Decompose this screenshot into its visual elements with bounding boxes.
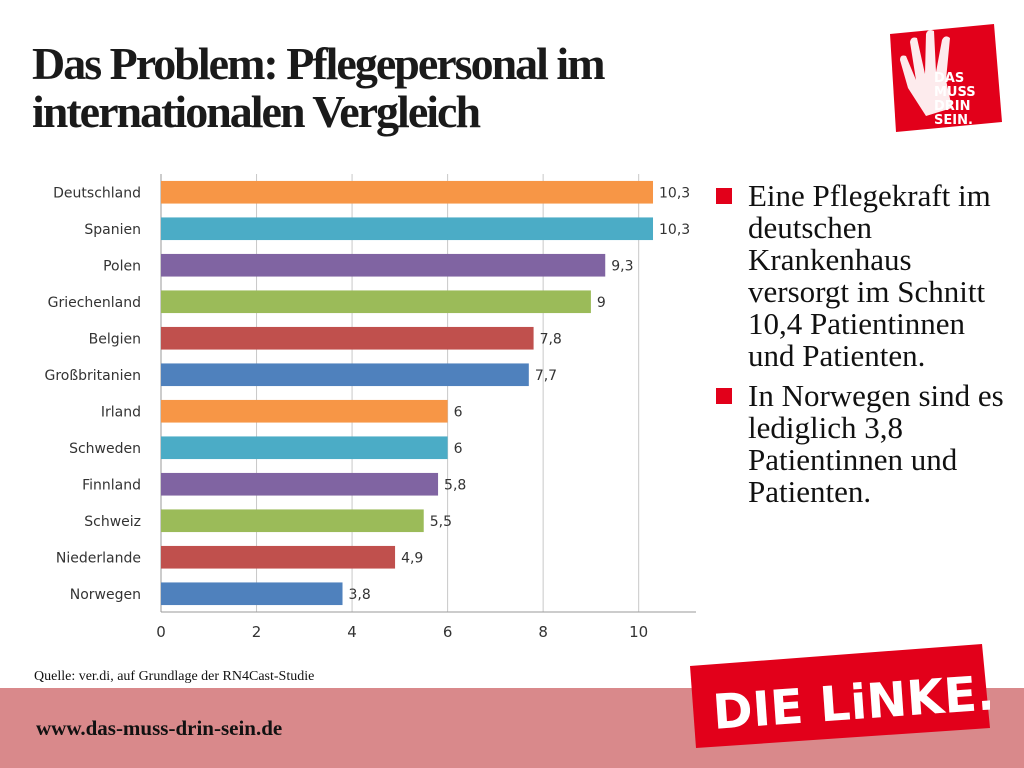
bullet-list: Eine Pflegekraft im deutschen Krankenhau…: [712, 180, 1012, 516]
x-tick-label-3: 6: [443, 623, 453, 641]
bar-chart: 0 2 4 6 8 10 Deutschland 10,3 Spanien 10,3 Polen 9,…: [28, 170, 708, 660]
value-label-4: 7,8: [540, 331, 562, 347]
bar-chart-svg: 0 2 4 6 8 10 Deutschland 10,3 Spanien 10,3 Polen 9,…: [44, 174, 696, 641]
svg-text:SEIN.: SEIN.: [934, 113, 973, 128]
value-label-10: 4,9: [401, 550, 423, 566]
bullet-square-icon: [716, 388, 732, 404]
value-label-6: 6: [454, 404, 463, 420]
category-label-3: Griechenland: [48, 295, 141, 311]
bar-5: [161, 363, 529, 387]
x-tick-label-1: 2: [252, 623, 262, 641]
category-label-5: Großbritanien: [44, 368, 141, 384]
x-tick-label-0: 0: [156, 623, 166, 641]
x-tick-label-4: 8: [538, 623, 548, 641]
bar-11: [161, 582, 343, 606]
value-label-1: 10,3: [659, 222, 690, 238]
category-label-2: Polen: [103, 258, 141, 274]
category-label-6: Irland: [101, 404, 141, 420]
source-note: Quelle: ver.di, auf Grundlage der RN4Cas…: [34, 669, 315, 684]
bar-8: [161, 472, 439, 496]
bar-1: [161, 217, 654, 241]
website-url: www.das-muss-drin-sein.de: [36, 716, 283, 740]
value-label-3: 9: [597, 295, 606, 311]
bar-2: [161, 253, 606, 277]
x-tick-label-5: 10: [629, 623, 648, 641]
x-tick-label-2: 4: [347, 623, 357, 641]
title-line-1: Das Problem: Pflegepersonal im: [32, 38, 606, 89]
category-label-7: Schweden: [69, 441, 141, 457]
bullet-item-1: Eine Pflegekraft im deutschen Krankenhau…: [712, 180, 1012, 372]
bar-10: [161, 545, 396, 569]
value-label-0: 10,3: [659, 185, 690, 201]
category-label-11: Norwegen: [70, 587, 141, 603]
bar-7: [161, 436, 448, 460]
svg-text:DRIN: DRIN: [934, 99, 971, 114]
value-label-9: 5,5: [430, 514, 452, 530]
category-label-0: Deutschland: [53, 185, 141, 201]
bullet-item-2: In Norwegen sind es lediglich 3,8 Patien…: [712, 380, 1012, 508]
svg-text:MUSS: MUSS: [934, 85, 976, 100]
bar-0: [161, 180, 654, 204]
bullet-text-1: Eine Pflegekraft im deutschen Krankenhau…: [748, 178, 991, 373]
bar-3: [161, 290, 591, 314]
bullet-square-icon: [716, 188, 732, 204]
value-label-8: 5,8: [444, 477, 466, 493]
category-label-8: Finnland: [82, 477, 141, 493]
bar-6: [161, 399, 448, 423]
svg-text:DAS: DAS: [934, 71, 964, 86]
bar-9: [161, 509, 424, 533]
bullet-text-2: In Norwegen sind es lediglich 3,8 Patien…: [748, 378, 1004, 509]
das-muss-drin-sein-logo: DAS MUSS DRIN SEIN.: [890, 24, 1002, 132]
value-label-7: 6: [454, 441, 463, 457]
value-label-11: 3,8: [349, 587, 371, 603]
category-label-1: Spanien: [84, 222, 141, 238]
value-label-5: 7,7: [535, 368, 557, 384]
category-label-4: Belgien: [89, 331, 141, 347]
category-label-10: Niederlande: [56, 550, 141, 566]
title-line-2: internationalen Vergleich: [32, 86, 481, 137]
slide-title: Das Problem: Pflegepersonal im internati…: [32, 40, 752, 136]
die-linke-logo: DIE LiNKE.: [690, 644, 990, 748]
bar-4: [161, 326, 534, 350]
value-label-2: 9,3: [611, 258, 633, 274]
category-label-9: Schweiz: [84, 514, 141, 530]
